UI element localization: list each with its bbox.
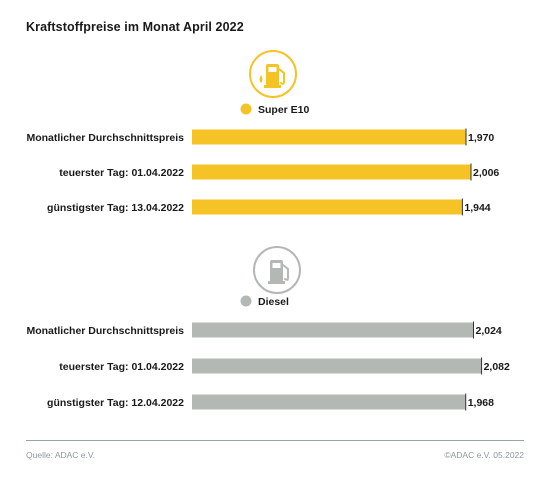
fuel-drop-icon (259, 75, 263, 83)
fuel-pump-base (268, 281, 285, 284)
legend-label: Diesel (258, 296, 289, 308)
fuel-pump-display (268, 67, 277, 72)
fuel-pump-hose (278, 68, 285, 85)
data-label: 2,006 (473, 167, 499, 179)
category-label: günstigster Tag: 13.04.2022 (47, 202, 184, 214)
fuel-pump-display (272, 263, 281, 268)
category-label: Monatlicher Durchschnittspreis (26, 132, 184, 144)
data-label: 1,968 (468, 397, 494, 409)
data-label: 1,944 (464, 202, 490, 214)
bar (192, 358, 482, 374)
category-label: günstigster Tag: 12.04.2022 (47, 397, 184, 409)
fuel-pump-hose (282, 264, 289, 281)
source-text: Quelle: ADAC e.V. (26, 450, 96, 460)
bar (192, 164, 471, 180)
data-label: 2,082 (484, 361, 510, 373)
fuel-pump-base (264, 85, 281, 88)
legend-label: Super E10 (258, 104, 310, 116)
legend-dot (240, 295, 252, 307)
fuel-pump-icon (249, 50, 297, 98)
legend-dot (240, 103, 252, 115)
bar (192, 322, 474, 338)
category-label: teuerster Tag: 01.04.2022 (59, 361, 184, 373)
copyright-text: ©ADAC e.V. 05.2022 (444, 450, 524, 460)
category-label: Monatlicher Durchschnittspreis (26, 325, 184, 337)
category-label: teuerster Tag: 01.04.2022 (59, 167, 184, 179)
fuel-pump-icon (253, 246, 301, 294)
bar (192, 129, 466, 145)
footer: Quelle: ADAC e.V. ©ADAC e.V. 05.2022 (26, 440, 524, 460)
data-label: 2,024 (476, 325, 502, 337)
bar (192, 394, 466, 410)
chart-title: Kraftstoffpreise im Monat April 2022 (26, 20, 244, 34)
data-label: 1,970 (468, 132, 494, 144)
bar (192, 199, 463, 215)
